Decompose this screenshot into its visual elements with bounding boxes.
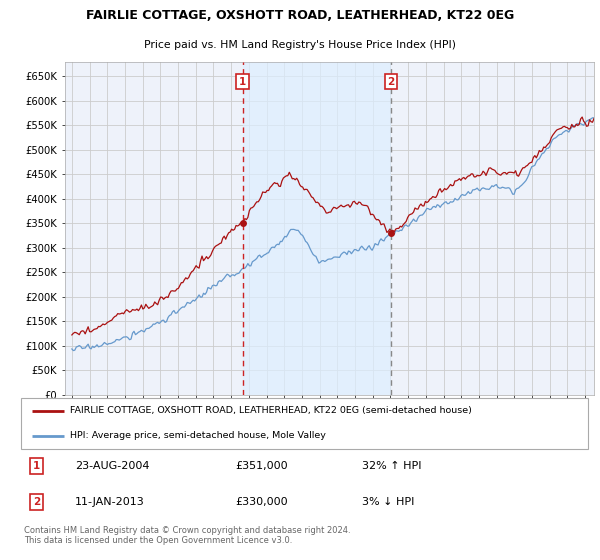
Text: Contains HM Land Registry data © Crown copyright and database right 2024.
This d: Contains HM Land Registry data © Crown c…: [24, 526, 350, 545]
Text: FAIRLIE COTTAGE, OXSHOTT ROAD, LEATHERHEAD, KT22 0EG: FAIRLIE COTTAGE, OXSHOTT ROAD, LEATHERHE…: [86, 9, 514, 22]
Text: £351,000: £351,000: [236, 461, 289, 472]
FancyBboxPatch shape: [21, 398, 587, 449]
Text: FAIRLIE COTTAGE, OXSHOTT ROAD, LEATHERHEAD, KT22 0EG (semi-detached house): FAIRLIE COTTAGE, OXSHOTT ROAD, LEATHERHE…: [70, 406, 472, 415]
Text: £330,000: £330,000: [236, 497, 289, 507]
Bar: [242, 62, 391, 395]
Text: Price paid vs. HM Land Registry's House Price Index (HPI): Price paid vs. HM Land Registry's House …: [144, 40, 456, 50]
Text: HPI: Average price, semi-detached house, Mole Valley: HPI: Average price, semi-detached house,…: [70, 432, 325, 441]
Text: 2: 2: [33, 497, 40, 507]
Text: 1: 1: [239, 77, 246, 87]
Text: 2: 2: [388, 77, 395, 87]
Text: 3% ↓ HPI: 3% ↓ HPI: [362, 497, 414, 507]
Text: 23-AUG-2004: 23-AUG-2004: [76, 461, 150, 472]
Text: 1: 1: [33, 461, 40, 472]
Text: 32% ↑ HPI: 32% ↑ HPI: [362, 461, 421, 472]
Text: 11-JAN-2013: 11-JAN-2013: [76, 497, 145, 507]
